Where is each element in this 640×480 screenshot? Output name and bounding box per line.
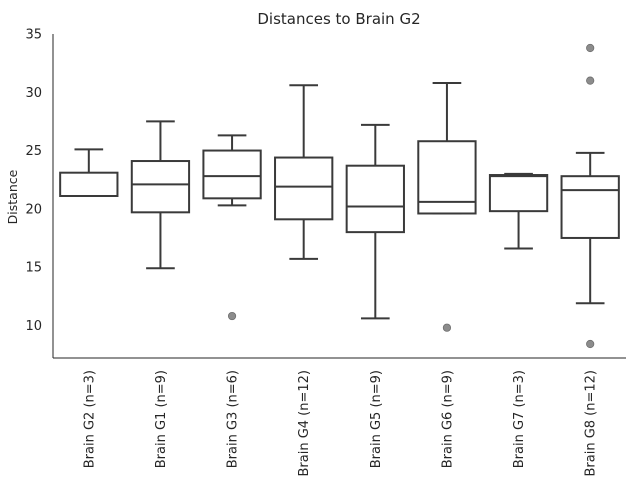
box-3 — [202, 134, 262, 321]
box-5 — [345, 123, 405, 320]
x-tick-label: Brain G1 (n=9) — [154, 370, 169, 468]
outlier-point — [586, 76, 595, 85]
box-1 — [59, 148, 119, 197]
axes — [52, 34, 626, 359]
box-body — [59, 171, 119, 197]
box-body — [345, 164, 405, 234]
outlier-point — [586, 43, 595, 53]
x-tick-label: Brain G5 (n=9) — [369, 370, 384, 468]
y-tick-label: 25 — [25, 144, 42, 159]
outlier-point — [586, 339, 595, 349]
y-axis-label: Distance — [5, 169, 20, 224]
x-tick-label: Brain G8 (n=12) — [584, 370, 599, 477]
box-body — [560, 175, 620, 239]
box-body — [274, 156, 334, 221]
box-body — [202, 149, 262, 200]
box-6 — [417, 81, 477, 332]
outlier-point — [442, 323, 452, 332]
outlier-point — [227, 311, 237, 321]
box-body — [488, 174, 549, 213]
y-ticks: 10 15 20 25 30 35 — [25, 28, 42, 334]
box-4 — [274, 84, 334, 260]
x-tick-label: Brain G6 (n=9) — [440, 370, 455, 468]
y-tick-label: 35 — [25, 28, 42, 43]
box-7 — [488, 172, 549, 250]
boxes — [59, 43, 620, 349]
y-tick-label: 20 — [25, 202, 42, 217]
box-8 — [560, 43, 620, 349]
x-ticks: Brain G2 (n=3) Brain G1 (n=9) Brain G3 (n=… — [82, 370, 598, 477]
y-tick-label: 10 — [25, 319, 42, 334]
y-tick-label: 15 — [25, 261, 42, 276]
box-body — [130, 160, 191, 214]
chart-title: Distances to Brain G2 — [257, 10, 420, 28]
box-2 — [130, 120, 191, 270]
x-tick-label: Brain G7 (n=3) — [512, 370, 527, 468]
x-tick-label: Brain G2 (n=3) — [82, 370, 97, 468]
y-tick-label: 30 — [25, 86, 42, 101]
x-tick-label: Brain G4 (n=12) — [297, 370, 312, 477]
x-tick-label: Brain G3 (n=6) — [226, 370, 241, 468]
